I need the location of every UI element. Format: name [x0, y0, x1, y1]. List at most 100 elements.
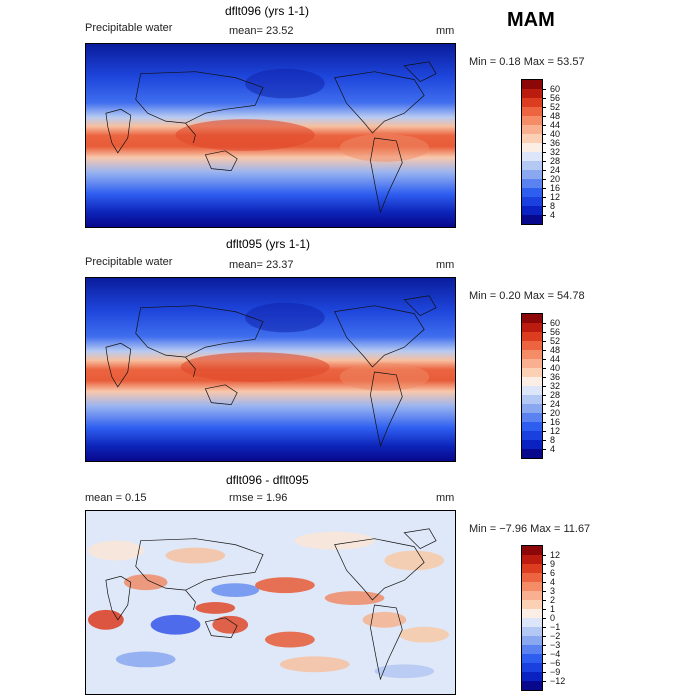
colorbar-swatch — [522, 98, 542, 107]
colorbar-tick — [542, 98, 546, 99]
colorbar-swatch — [522, 206, 542, 215]
colorbar-tick — [542, 323, 546, 324]
colorbar-swatch — [522, 645, 542, 654]
colorbar-swatch — [522, 564, 542, 573]
panel-1-label: Precipitable water — [85, 22, 173, 34]
colorbar-tick-label: 36 — [550, 138, 561, 148]
colorbar-tick-label: 48 — [550, 345, 561, 355]
colorbar-tick — [542, 564, 546, 565]
colorbar-tick — [542, 591, 546, 592]
colorbar-tick — [542, 395, 546, 396]
colorbar-swatch — [522, 440, 542, 449]
colorbar-tick — [542, 206, 546, 207]
colorbar-tick — [542, 609, 546, 610]
colorbar-tick-label: 12 — [550, 192, 561, 202]
colorbar-tick — [542, 681, 546, 682]
colorbar-tick-label: 32 — [550, 381, 561, 391]
colorbar-swatch — [522, 152, 542, 161]
colorbar-swatch — [522, 636, 542, 645]
colorbar-tick-label: 8 — [550, 435, 556, 445]
colorbar-tick-label: 9 — [550, 559, 556, 569]
colorbar-swatch — [522, 125, 542, 134]
colorbar-tick — [542, 143, 546, 144]
colorbar-tick — [542, 663, 546, 664]
colorbar-swatch — [522, 134, 542, 143]
colorbar-tick-label: 12 — [550, 426, 561, 436]
colorbar-swatch — [522, 600, 542, 609]
colorbar-swatch — [522, 386, 542, 395]
colorbar-swatch — [522, 555, 542, 564]
colorbar-tick — [542, 89, 546, 90]
colorbar-swatch — [522, 618, 542, 627]
colorbar-swatch — [522, 546, 542, 555]
colorbar-tick — [542, 627, 546, 628]
colorbar-tick-label: 2 — [550, 595, 556, 605]
colorbar-tick-label: 36 — [550, 372, 561, 382]
colorbar-tick — [542, 449, 546, 450]
colorbar-tick-label: 28 — [550, 156, 561, 166]
panel-1-units: mm — [436, 25, 455, 37]
colorbar-swatch — [522, 179, 542, 188]
panel-3-mean: mean = 0.15 — [85, 492, 147, 504]
panel-1-minmax: Min = 0.18 Max = 53.57 — [469, 56, 585, 68]
panel-2-minmax: Min = 0.20 Max = 54.78 — [469, 290, 585, 302]
colorbar-swatch — [522, 323, 542, 332]
panel-2-map — [85, 277, 456, 462]
colorbar-tick-label: 4 — [550, 210, 556, 220]
colorbar-swatch — [522, 681, 542, 690]
colorbar-swatch — [522, 654, 542, 663]
colorbar-tick-label: 52 — [550, 102, 561, 112]
colorbar-swatch — [522, 591, 542, 600]
colorbar-tick-label: −4 — [550, 649, 561, 659]
colorbar-tick — [542, 431, 546, 432]
colorbar-tick-label: −6 — [550, 658, 561, 668]
colorbar-tick-label: 4 — [550, 577, 556, 587]
colorbar-tick-label: 6 — [550, 568, 556, 578]
panel-1-colorbar — [521, 79, 543, 225]
colorbar-tick — [542, 170, 546, 171]
colorbar-tick-label: −9 — [550, 667, 561, 677]
panel-3-minmax: Min = −7.96 Max = 11.67 — [469, 523, 591, 535]
colorbar-tick-label: 12 — [550, 550, 561, 560]
colorbar-tick-label: 28 — [550, 390, 561, 400]
colorbar-tick-label: 0 — [550, 613, 556, 623]
colorbar-swatch — [522, 663, 542, 672]
colorbar-swatch — [522, 341, 542, 350]
colorbar-tick — [542, 188, 546, 189]
colorbar-swatch — [522, 422, 542, 431]
colorbar-swatch — [522, 188, 542, 197]
panel-3-colorbar — [521, 545, 543, 691]
colorbar-swatch — [522, 350, 542, 359]
season-title: MAM — [507, 9, 555, 31]
colorbar-tick — [542, 368, 546, 369]
colorbar-tick — [542, 636, 546, 637]
panel-2-label: Precipitable water — [85, 256, 173, 268]
colorbar-tick — [542, 350, 546, 351]
colorbar-swatch — [522, 170, 542, 179]
colorbar-tick-label: 4 — [550, 444, 556, 454]
colorbar-tick — [542, 332, 546, 333]
colorbar-tick-label: 56 — [550, 327, 561, 337]
colorbar-tick-label: 32 — [550, 147, 561, 157]
colorbar-tick — [542, 377, 546, 378]
colorbar-swatch — [522, 582, 542, 591]
panel-1-map — [85, 43, 456, 228]
colorbar-tick — [542, 125, 546, 126]
colorbar-tick-label: 40 — [550, 129, 561, 139]
colorbar-tick — [542, 555, 546, 556]
colorbar-tick — [542, 672, 546, 673]
colorbar-swatch — [522, 116, 542, 125]
colorbar-tick — [542, 600, 546, 601]
colorbar-tick-label: 40 — [550, 363, 561, 373]
colorbar-swatch — [522, 672, 542, 681]
colorbar-tick — [542, 197, 546, 198]
colorbar-tick — [542, 116, 546, 117]
colorbar-tick-label: −12 — [550, 676, 566, 686]
colorbar-swatch — [522, 359, 542, 368]
colorbar-tick — [542, 152, 546, 153]
colorbar-tick — [542, 422, 546, 423]
colorbar-swatch — [522, 215, 542, 224]
colorbar-tick-label: −2 — [550, 631, 561, 641]
colorbar-tick — [542, 161, 546, 162]
colorbar-tick-label: 60 — [550, 318, 561, 328]
